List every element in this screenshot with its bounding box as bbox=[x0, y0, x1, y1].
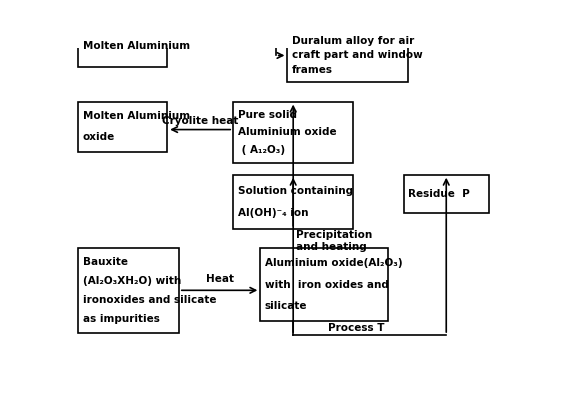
Text: Al(OH)⁻₄ ion: Al(OH)⁻₄ ion bbox=[238, 208, 309, 218]
Text: (Al₂O₃XH₂O) with: (Al₂O₃XH₂O) with bbox=[83, 276, 181, 286]
Text: Molten Aluminium: Molten Aluminium bbox=[83, 111, 190, 121]
Text: with  iron oxides and: with iron oxides and bbox=[265, 279, 389, 289]
Text: oxide: oxide bbox=[83, 132, 115, 142]
Bar bbox=[233, 175, 353, 229]
Text: silicate: silicate bbox=[265, 301, 307, 311]
Text: Cryolite heat: Cryolite heat bbox=[162, 117, 238, 127]
Text: frames: frames bbox=[292, 65, 333, 75]
Bar bbox=[287, 0, 408, 2]
Text: Pure solid: Pure solid bbox=[238, 110, 297, 120]
Text: Aluminium oxide(Al₂O₃): Aluminium oxide(Al₂O₃) bbox=[265, 258, 403, 268]
Bar bbox=[233, 101, 353, 163]
Text: ( A₁₂O₃): ( A₁₂O₃) bbox=[238, 145, 285, 155]
Text: as impurities: as impurities bbox=[83, 314, 160, 324]
Text: Heat: Heat bbox=[205, 274, 234, 284]
Text: ironoxides and silicate: ironoxides and silicate bbox=[83, 295, 216, 305]
Text: craft part and window: craft part and window bbox=[292, 51, 423, 60]
Bar bbox=[287, 29, 408, 82]
Bar bbox=[78, 25, 167, 67]
Bar bbox=[404, 175, 489, 213]
Text: Bauxite: Bauxite bbox=[83, 257, 128, 267]
Text: Duralum alloy for air: Duralum alloy for air bbox=[292, 35, 414, 46]
Text: Solution containing: Solution containing bbox=[238, 185, 353, 195]
Bar bbox=[260, 248, 388, 321]
Text: Precipitation
and heating: Precipitation and heating bbox=[296, 230, 372, 252]
Text: Aluminium oxide: Aluminium oxide bbox=[238, 127, 337, 137]
Text: Molten Aluminium: Molten Aluminium bbox=[83, 41, 190, 51]
Bar bbox=[78, 248, 179, 333]
Bar bbox=[78, 101, 167, 152]
Text: Residue  P: Residue P bbox=[408, 189, 470, 199]
Text: Process T: Process T bbox=[328, 323, 385, 333]
